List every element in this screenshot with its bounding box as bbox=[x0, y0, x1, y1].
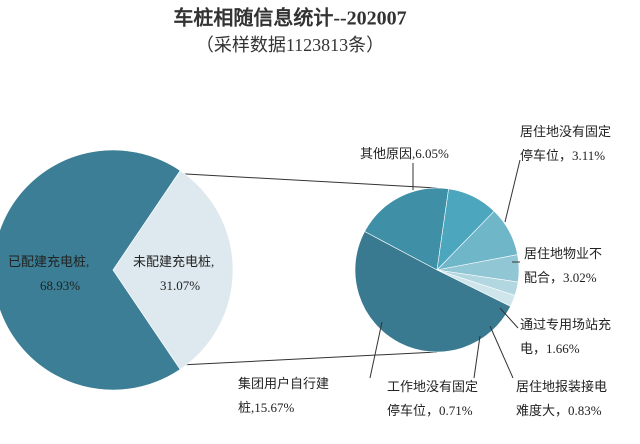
slice-label: 通过专用场站充 bbox=[520, 317, 611, 332]
value-label: 3.11% bbox=[572, 148, 605, 163]
slice-label: 难度大，0.83% bbox=[516, 403, 602, 418]
category-label: 通过专用场站充 bbox=[520, 317, 611, 332]
category-label: 停车位， bbox=[520, 148, 572, 163]
value-label: 0.83% bbox=[568, 403, 602, 418]
category-label: 居住地报装接电 bbox=[516, 379, 607, 394]
slice-label: 居住地物业不 bbox=[524, 246, 602, 261]
category-label: 已配建充电桩, bbox=[8, 254, 89, 269]
category-label: 电， bbox=[520, 341, 546, 356]
connector-line bbox=[159, 351, 438, 367]
slice-label: 未配建充电桩, bbox=[133, 254, 214, 269]
pie-slice bbox=[112, 170, 234, 370]
leader-line bbox=[489, 325, 514, 379]
category-label: 工作地没有固定 bbox=[387, 379, 478, 394]
category-label: 集团用户自行建 bbox=[238, 376, 329, 391]
leader-line bbox=[504, 159, 521, 223]
slice-label: 集团用户自行建 bbox=[238, 376, 329, 391]
value-label: 3.02% bbox=[563, 270, 597, 285]
slice-label: 电，1.66% bbox=[520, 341, 580, 356]
pie-slice bbox=[364, 187, 449, 271]
category-label: 其他原因, bbox=[360, 146, 415, 161]
slice-label: 工作地没有固定 bbox=[387, 379, 478, 394]
connector-line bbox=[149, 171, 438, 189]
category-label: 停车位， bbox=[387, 403, 439, 418]
slice-label: 停车位，3.11% bbox=[520, 148, 605, 163]
category-label: 居住地物业不 bbox=[524, 246, 602, 261]
leader-line bbox=[499, 307, 519, 329]
slice-label: 桩,15.67% bbox=[238, 400, 295, 415]
chart-title: 车桩相随信息统计--202007 bbox=[173, 6, 406, 30]
value-label: 1.66% bbox=[546, 341, 580, 356]
slice-label: 居住地没有固定 bbox=[520, 124, 611, 139]
category-label: 未配建充电桩, bbox=[133, 254, 214, 269]
category-label: 居住地没有固定 bbox=[520, 124, 611, 139]
category-label: 配合， bbox=[524, 270, 563, 285]
value-label: 0.71% bbox=[439, 403, 473, 418]
slice-label: 居住地报装接电 bbox=[516, 379, 607, 394]
value-label: 6.05% bbox=[415, 146, 449, 161]
pie-slice bbox=[354, 231, 511, 353]
leader-line bbox=[369, 321, 383, 379]
slice-label: 配合，3.02% bbox=[524, 270, 597, 285]
leader-line bbox=[473, 335, 481, 379]
slice-label: 已配建充电桩, bbox=[8, 254, 89, 269]
value-label: 31.07% bbox=[160, 278, 200, 293]
pie-slice bbox=[0, 149, 181, 391]
value-label: 68.93% bbox=[40, 278, 80, 293]
value-label: 15.67% bbox=[254, 400, 294, 415]
slice-label: 停车位，0.71% bbox=[387, 403, 473, 418]
category-label: 桩, bbox=[238, 400, 254, 415]
chart-subtitle: （采样数据1123813条） bbox=[196, 35, 384, 55]
category-label: 难度大， bbox=[516, 403, 568, 418]
slice-label: 其他原因,6.05% bbox=[360, 146, 449, 161]
